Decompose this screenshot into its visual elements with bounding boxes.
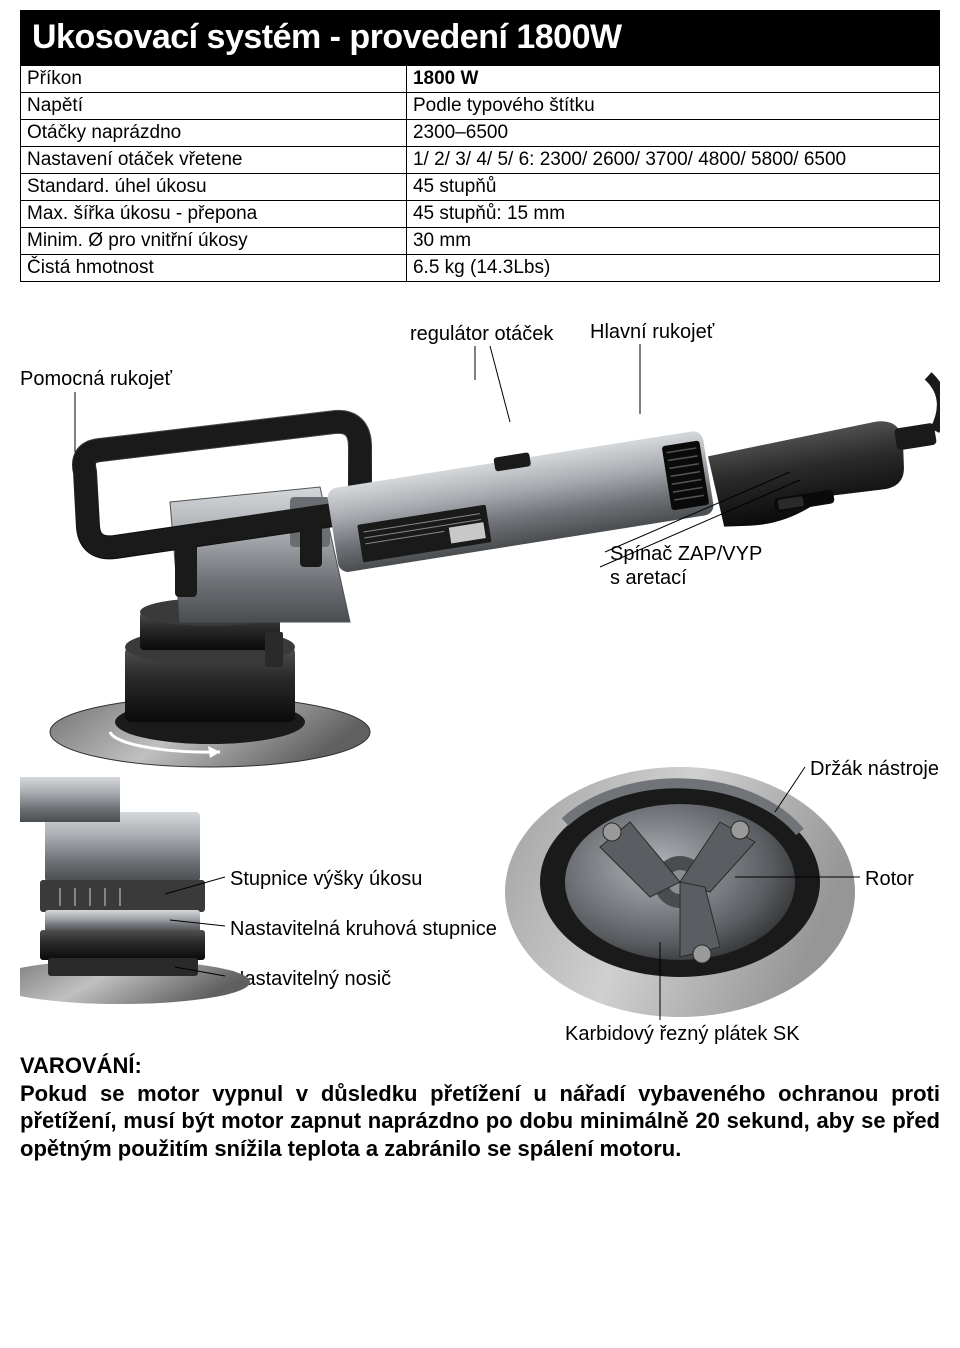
spec-value: Podle typového štítku bbox=[406, 93, 939, 120]
spec-value: 1/ 2/ 3/ 4/ 5/ 6: 2300/ 2600/ 3700/ 4800… bbox=[406, 147, 939, 174]
label-speed-regulator: regulátor otáček bbox=[410, 322, 553, 346]
table-row: Max. šířka úkosu - přepona45 stupňů: 15 … bbox=[21, 201, 940, 228]
spec-value: 6.5 kg (14.3Lbs) bbox=[406, 255, 939, 282]
product-diagram: regulátor otáček Hlavní rukojeť Pomocná … bbox=[20, 322, 940, 1042]
page-title: Ukosovací systém - provedení 1800W bbox=[20, 10, 940, 65]
label-carrier: Nastavitelný nosič bbox=[230, 967, 391, 991]
spec-table: Příkon1800 WNapětíPodle typového štítkuO… bbox=[20, 65, 940, 282]
label-ring-scale: Nastavitelná kruhová stupnice bbox=[230, 917, 497, 941]
spec-value: 1800 W bbox=[406, 66, 939, 93]
spec-label: Nastavení otáček vřetene bbox=[21, 147, 407, 174]
spec-value: 45 stupňů bbox=[406, 174, 939, 201]
label-main-handle: Hlavní rukojeť bbox=[590, 320, 714, 344]
spec-label: Otáčky naprázdno bbox=[21, 120, 407, 147]
spec-label: Čistá hmotnost bbox=[21, 255, 407, 282]
spec-value: 2300–6500 bbox=[406, 120, 939, 147]
warning-block: VAROVÁNÍ: Pokud se motor vypnul v důsled… bbox=[20, 1052, 940, 1162]
spec-label: Příkon bbox=[21, 66, 407, 93]
warning-body: Pokud se motor vypnul v důsledku přetíže… bbox=[20, 1080, 940, 1163]
table-row: Otáčky naprázdno2300–6500 bbox=[21, 120, 940, 147]
table-row: Čistá hmotnost6.5 kg (14.3Lbs) bbox=[21, 255, 940, 282]
label-tool-holder: Držák nástroje bbox=[810, 757, 939, 781]
table-row: Standard. úhel úkosu45 stupňů bbox=[21, 174, 940, 201]
spec-value: 45 stupňů: 15 mm bbox=[406, 201, 939, 228]
warning-title: VAROVÁNÍ: bbox=[20, 1052, 940, 1080]
spec-value: 30 mm bbox=[406, 228, 939, 255]
label-carbide: Karbidový řezný plátek SK bbox=[565, 1022, 800, 1046]
spec-label: Napětí bbox=[21, 93, 407, 120]
table-row: NapětíPodle typového štítku bbox=[21, 93, 940, 120]
spec-label: Minim. Ø pro vnitřní úkosy bbox=[21, 228, 407, 255]
label-scale: Stupnice výšky úkosu bbox=[230, 867, 422, 891]
label-switch: Spínač ZAP/VYP s aretací bbox=[610, 542, 762, 590]
table-row: Nastavení otáček vřetene1/ 2/ 3/ 4/ 5/ 6… bbox=[21, 147, 940, 174]
spec-label: Standard. úhel úkosu bbox=[21, 174, 407, 201]
label-aux-handle: Pomocná rukojeť bbox=[20, 367, 172, 391]
table-row: Příkon1800 W bbox=[21, 66, 940, 93]
label-rotor: Rotor bbox=[865, 867, 914, 891]
table-row: Minim. Ø pro vnitřní úkosy30 mm bbox=[21, 228, 940, 255]
spec-label: Max. šířka úkosu - přepona bbox=[21, 201, 407, 228]
